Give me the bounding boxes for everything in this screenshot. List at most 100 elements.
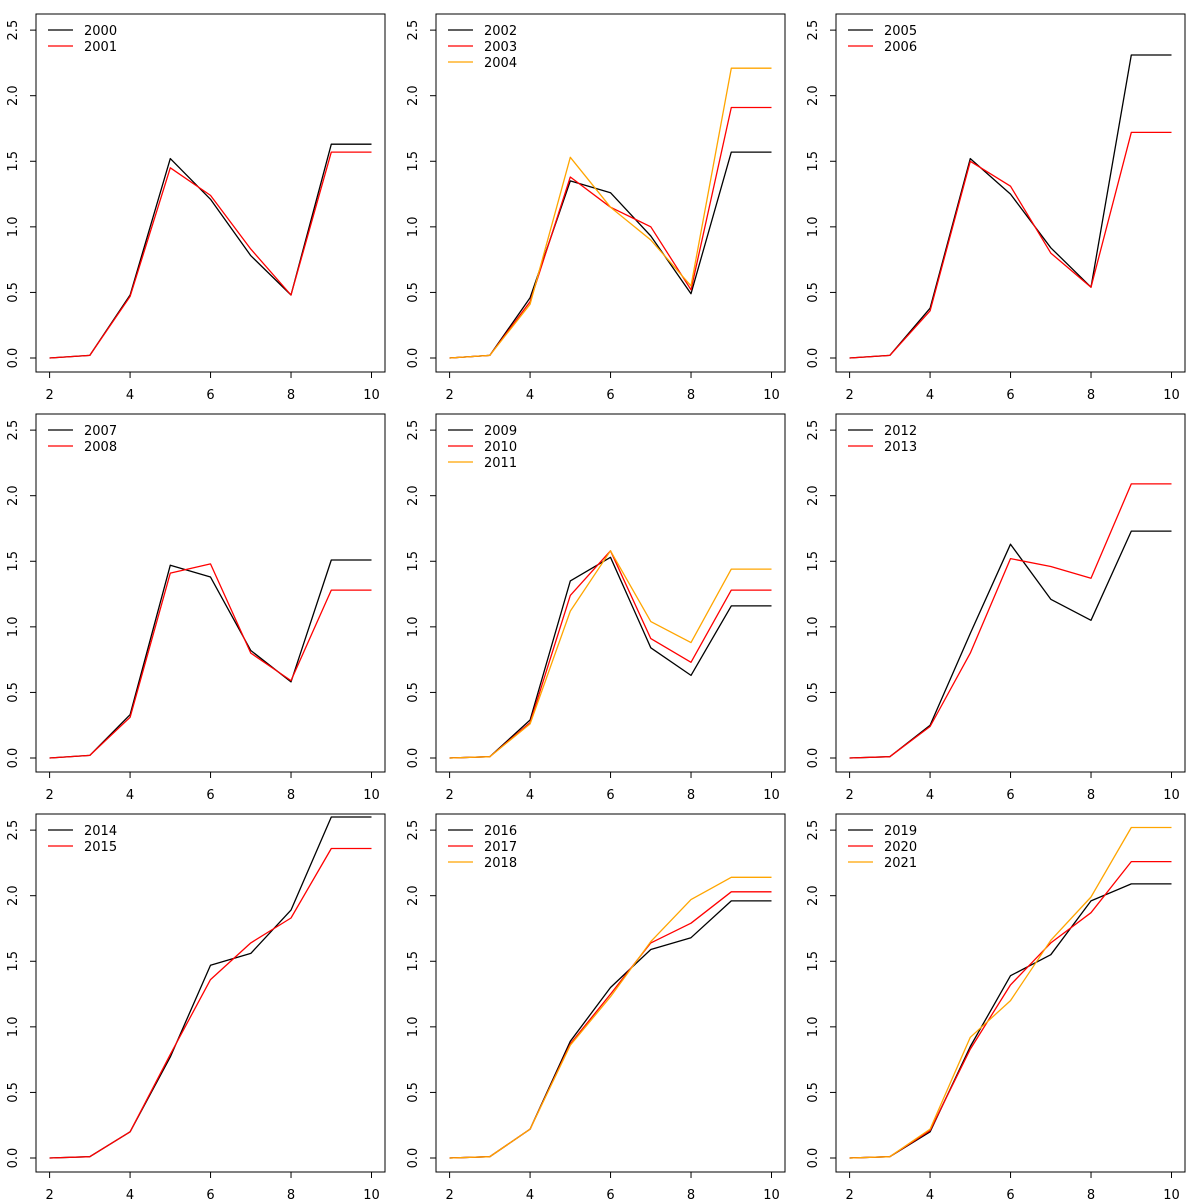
y-tick-label: 0.0 [806, 1148, 821, 1169]
y-tick-label: 2.5 [806, 20, 821, 41]
x-tick-label: 8 [1087, 788, 1095, 803]
y-tick-label: 1.0 [406, 217, 421, 238]
y-tick-label: 2.0 [806, 885, 821, 906]
y-tick-label: 1.5 [406, 551, 421, 572]
y-tick-label: 1.0 [406, 1017, 421, 1038]
legend-label: 2006 [884, 40, 917, 55]
x-tick-label: 2 [845, 388, 853, 403]
series-line [449, 106, 772, 359]
x-tick-label: 6 [1006, 1188, 1014, 1200]
series-line [849, 483, 1172, 759]
x-tick-label: 4 [926, 788, 934, 803]
x-tick-label: 2 [445, 788, 453, 803]
x-tick-label: 2 [45, 1188, 53, 1200]
legend-label: 2020 [884, 840, 917, 855]
x-tick-label: 4 [126, 388, 134, 403]
y-tick-label: 0.0 [406, 748, 421, 769]
y-tick-label: 1.0 [806, 617, 821, 638]
x-tick-label: 6 [206, 1188, 214, 1200]
y-tick-label: 1.5 [6, 551, 21, 572]
x-tick-label: 8 [287, 788, 295, 803]
y-tick-label: 0.0 [6, 348, 21, 369]
y-tick-label: 1.5 [806, 551, 821, 572]
y-tick-label: 1.5 [806, 151, 821, 172]
series-line [449, 550, 772, 759]
legend-label: 2021 [884, 856, 917, 871]
legend-label: 2011 [484, 456, 517, 471]
series-line [449, 550, 772, 759]
x-tick-label: 4 [126, 788, 134, 803]
series-line [449, 67, 772, 359]
series-line [49, 563, 372, 759]
x-tick-label: 4 [926, 388, 934, 403]
series-line [449, 151, 772, 359]
legend-label: 2015 [84, 840, 117, 855]
x-tick-label: 6 [1006, 388, 1014, 403]
y-tick-label: 1.0 [806, 217, 821, 238]
y-tick-label: 0.0 [806, 348, 821, 369]
legend-label: 2005 [884, 24, 917, 39]
legend-label: 2013 [884, 440, 917, 455]
legend-label: 2004 [484, 56, 517, 71]
x-tick-label: 8 [1087, 388, 1095, 403]
x-tick-label: 2 [45, 788, 53, 803]
series-line [849, 530, 1172, 759]
y-tick-label: 1.5 [406, 951, 421, 972]
y-tick-label: 2.0 [806, 85, 821, 106]
y-tick-label: 2.0 [406, 85, 421, 106]
y-tick-label: 1.5 [6, 151, 21, 172]
x-tick-label: 6 [606, 388, 614, 403]
x-tick-label: 10 [763, 788, 780, 803]
y-tick-label: 0.5 [6, 282, 21, 303]
series-line [449, 900, 772, 1159]
legend-label: 2007 [84, 424, 117, 439]
legend-label: 2003 [484, 40, 517, 55]
y-tick-label: 2.5 [6, 820, 21, 841]
x-tick-label: 8 [287, 388, 295, 403]
y-tick-label: 0.5 [6, 682, 21, 703]
series-line [849, 131, 1172, 359]
y-tick-label: 0.5 [406, 1082, 421, 1103]
y-tick-label: 2.5 [806, 820, 821, 841]
plot-frame [35, 813, 386, 1173]
x-tick-label: 4 [526, 788, 534, 803]
y-tick-label: 2.0 [406, 885, 421, 906]
y-tick-label: 2.0 [6, 885, 21, 906]
x-tick-label: 6 [206, 788, 214, 803]
y-tick-label: 0.5 [6, 1082, 21, 1103]
y-tick-label: 2.0 [406, 485, 421, 506]
x-tick-label: 10 [763, 388, 780, 403]
x-tick-label: 6 [1006, 788, 1014, 803]
series-line [49, 816, 372, 1159]
y-tick-label: 2.0 [6, 85, 21, 106]
y-tick-label: 1.5 [806, 951, 821, 972]
x-tick-label: 2 [45, 388, 53, 403]
series-line [849, 860, 1172, 1159]
y-tick-label: 1.0 [406, 617, 421, 638]
x-tick-label: 10 [763, 1188, 780, 1200]
series-line [49, 559, 372, 759]
x-tick-label: 10 [363, 1188, 380, 1200]
plot-frame [35, 413, 386, 773]
series-line [849, 883, 1172, 1159]
x-tick-label: 8 [687, 388, 695, 403]
series-line [449, 876, 772, 1159]
x-tick-label: 4 [126, 1188, 134, 1200]
x-tick-label: 2 [445, 388, 453, 403]
legend-label: 2001 [84, 40, 117, 55]
series-line [849, 826, 1172, 1159]
series-line [49, 143, 372, 359]
legend-label: 2016 [484, 824, 517, 839]
x-tick-label: 10 [1163, 1188, 1180, 1200]
y-tick-label: 0.0 [406, 348, 421, 369]
y-tick-label: 0.0 [6, 748, 21, 769]
y-tick-label: 0.0 [6, 1148, 21, 1169]
y-tick-label: 0.5 [806, 282, 821, 303]
legend-label: 2019 [884, 824, 917, 839]
x-tick-label: 10 [363, 788, 380, 803]
